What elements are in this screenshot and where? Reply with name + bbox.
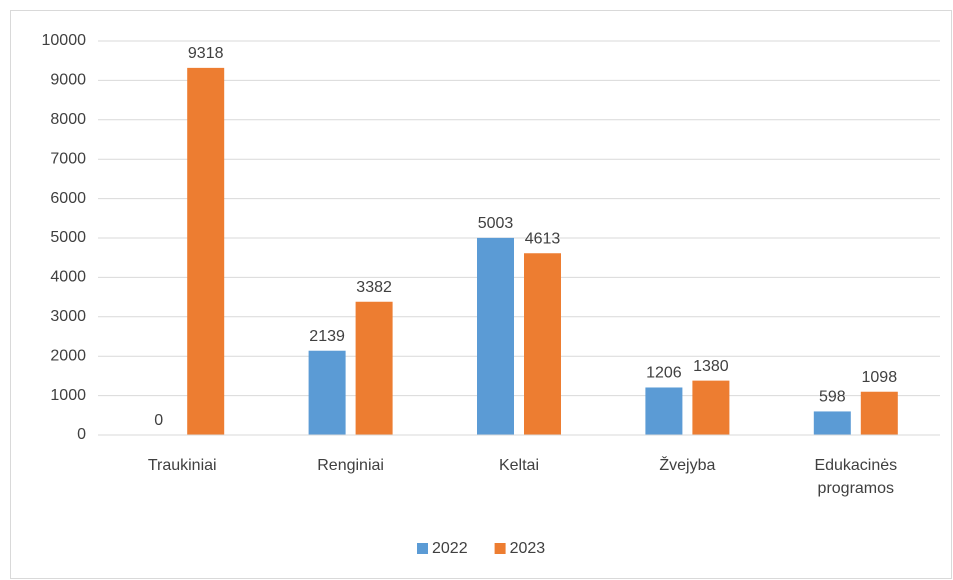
bar — [477, 237, 514, 435]
bar — [645, 387, 683, 435]
bar — [813, 411, 851, 435]
data-label: 1206 — [646, 365, 682, 382]
y-tick-label: 9000 — [50, 72, 86, 89]
data-label: 0 — [154, 412, 163, 429]
y-tick-label: 5000 — [50, 229, 86, 246]
y-tick-label: 6000 — [50, 190, 86, 207]
y-tick-label: 10000 — [42, 32, 87, 49]
bar — [692, 380, 730, 435]
x-tick-label: Renginiai — [317, 457, 384, 474]
data-label: 9318 — [188, 45, 224, 62]
bar — [187, 67, 225, 436]
legend-swatch — [494, 543, 506, 554]
x-tick-label: Žvejyba — [659, 455, 715, 474]
data-label: 3382 — [356, 279, 392, 296]
legend-label: 2023 — [510, 540, 546, 557]
legend-label: 2022 — [432, 540, 468, 557]
x-tick-label: Edukacinės programos — [814, 457, 897, 497]
y-tick-label: 3000 — [50, 308, 86, 325]
data-label: 5003 — [478, 215, 514, 232]
bar — [860, 391, 898, 435]
y-tick-label: 4000 — [50, 269, 86, 286]
bar — [355, 301, 393, 435]
y-tick-label: 0 — [77, 426, 86, 443]
data-label: 2139 — [309, 328, 345, 345]
y-tick-label: 7000 — [50, 150, 86, 167]
y-tick-label: 2000 — [50, 347, 86, 364]
data-label: 4613 — [525, 230, 561, 247]
x-tick-label: Keltai — [499, 457, 539, 474]
y-tick-label: 8000 — [50, 111, 86, 128]
data-label: 1098 — [862, 369, 898, 386]
legend-swatch — [417, 543, 428, 554]
bar — [524, 253, 561, 435]
y-tick-label: 1000 — [50, 387, 86, 404]
bar — [308, 350, 346, 435]
data-label: 1380 — [693, 358, 729, 375]
x-tick-label: Traukiniai — [148, 457, 217, 474]
data-label: 598 — [819, 389, 846, 406]
